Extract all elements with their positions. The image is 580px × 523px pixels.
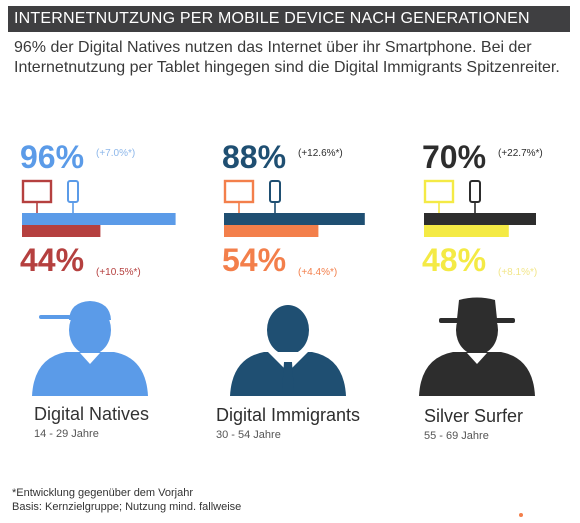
smartphone-change-label-immigrants: (+12.6%*) [298,148,343,159]
tablet-icon-surfer [423,179,455,204]
avatar-surfer-hat-crown [457,297,497,319]
header-bar: INTERNETNUTZUNG PER MOBILE DEVICE NACH G… [8,6,570,32]
tablet-change-label-surfer: (+8.1%*) [498,267,537,278]
generation-age-immigrants: 30 - 54 Jahre [216,429,281,441]
intro-text: 96% der Digital Natives nutzen das Inter… [14,39,560,76]
smartphone-bar-natives [22,213,176,225]
tablet-icon-immigrants [223,179,255,204]
tablet-change-label-immigrants: (+4.4%*) [298,267,337,278]
tablet-percent-label-natives: 44% [20,242,84,278]
smartphone-percent-label-immigrants: 88% [222,139,286,175]
footnote-change: *Entwicklung gegenüber dem Vorjahr [12,487,194,499]
generation-name-immigrants: Digital Immigrants [216,405,361,425]
avatar-natives-neck [80,353,100,364]
smartphone-bar-immigrants [224,213,365,225]
smartphone-icon-natives [67,180,79,203]
generation-age-surfer: 55 - 69 Jahre [424,430,489,442]
smartphone-change-label-surfer: (+22.7%*) [498,148,543,159]
generation-age-natives: 14 - 29 Jahre [34,428,99,440]
avatar-natives-body [32,352,148,396]
tablet-icon-natives [21,179,53,204]
avatar-immigrants-tie [282,362,294,396]
smartphone-percent-label-surfer: 70% [422,139,486,175]
generation-name-surfer: Silver Surfer [424,406,524,426]
footnote-basis: Basis: Kernzielgruppe; Nutzung mind. fal… [12,501,242,513]
page-title: INTERNETNUTZUNG PER MOBILE DEVICE NACH G… [14,10,530,27]
avatar-surfer-body [419,352,535,396]
avatar-natives-cap-brim [39,315,71,319]
smartphone-bar-surfer [424,213,536,225]
smartphone-icon-surfer [469,180,481,203]
tablet-bar-surfer [424,225,509,237]
tablet-percent-label-surfer: 48% [422,242,486,278]
avatar-surfer-hat-brim [439,318,515,323]
avatar-natives-cap [69,301,111,320]
avatar-surfer-neck [467,353,487,364]
decorative-dot [519,513,523,517]
tablet-percent-label-immigrants: 54% [222,242,286,278]
smartphone-change-label-natives: (+7.0%*) [96,148,135,159]
tablet-bar-immigrants [224,225,319,237]
tablet-bar-natives [22,225,101,237]
tablet-change-label-natives: (+10.5%*) [96,267,141,278]
smartphone-percent-label-natives: 96% [20,139,84,175]
smartphone-icon-immigrants [269,180,281,203]
generation-name-natives: Digital Natives [34,404,150,424]
avatar-immigrants-head [267,305,309,355]
